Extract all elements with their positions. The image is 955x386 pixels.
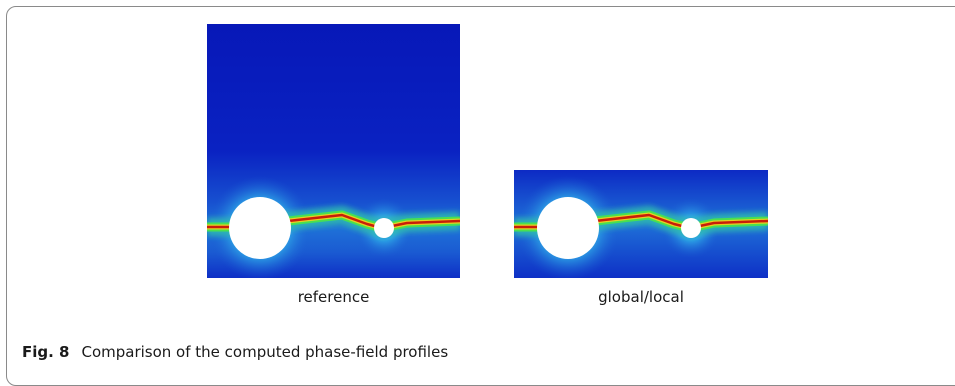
small-hole <box>374 218 394 238</box>
global-local-label: global/local <box>598 288 684 306</box>
reference-phase-field-image <box>207 24 460 278</box>
reference-label: reference <box>297 288 370 306</box>
reference-panel <box>207 24 460 278</box>
figure-caption: Fig. 8 Comparison of the computed phase-f… <box>22 343 448 361</box>
global-local-phase-field-image <box>514 170 768 278</box>
large-hole <box>537 197 599 259</box>
large-hole <box>229 197 291 259</box>
figure-frame <box>6 6 955 386</box>
figure-number: Fig. 8 <box>22 343 70 361</box>
small-hole <box>681 218 701 238</box>
global-local-panel <box>514 170 768 278</box>
caption-text: Comparison of the computed phase-field p… <box>81 343 449 361</box>
